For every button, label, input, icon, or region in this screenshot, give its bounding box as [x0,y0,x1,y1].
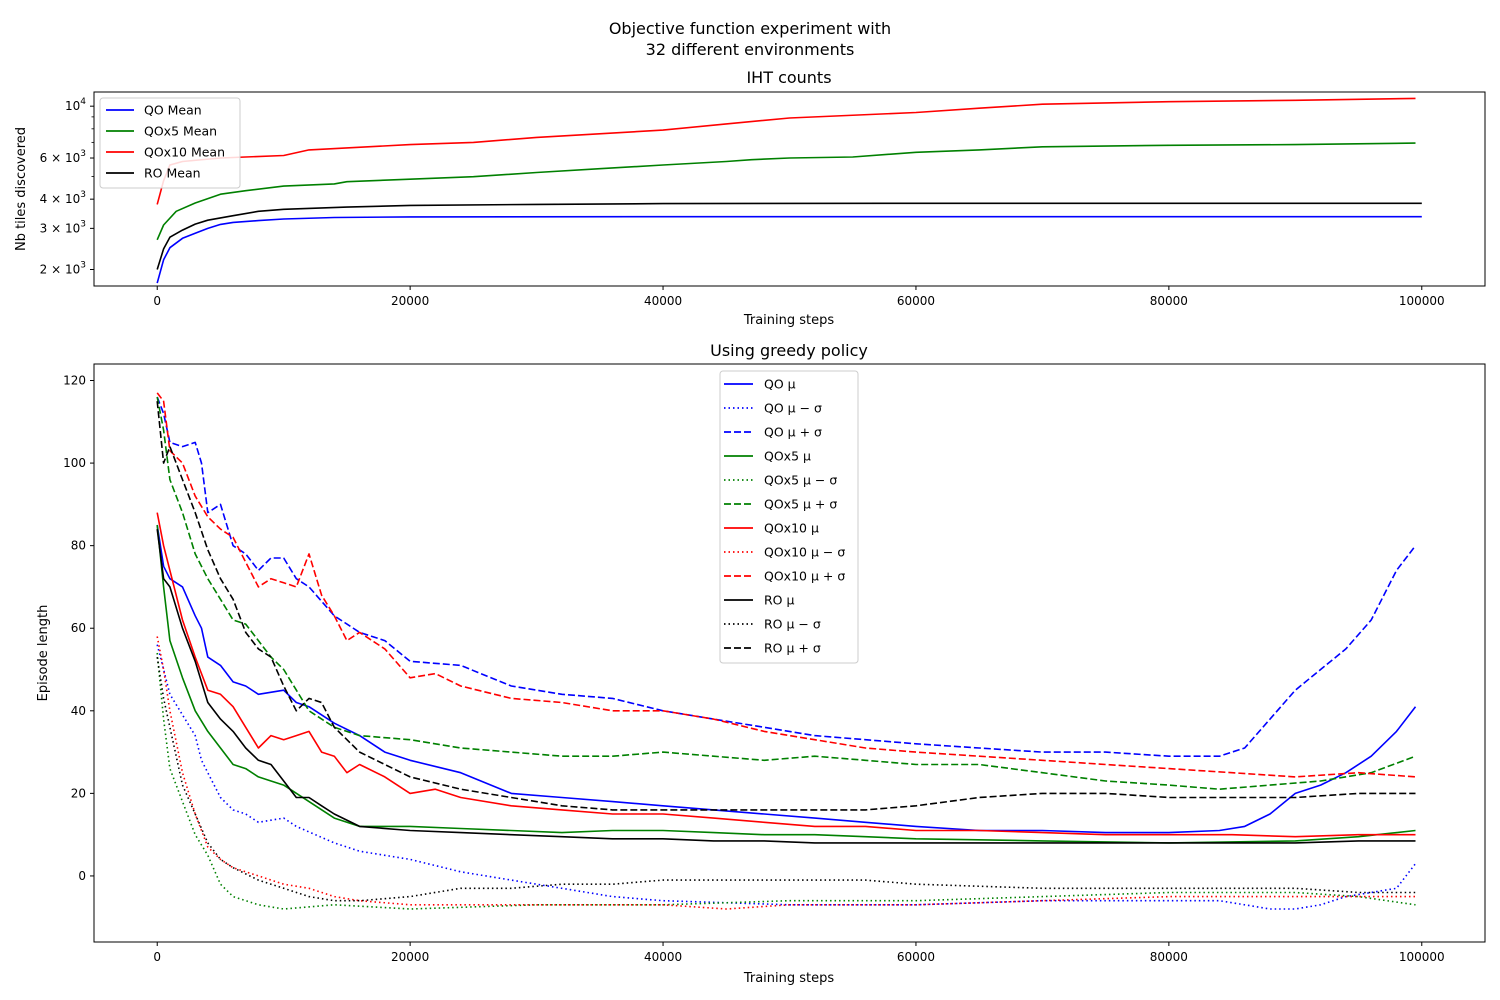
iht-counts-legend-label: QOx10 Mean [144,145,225,160]
greedy-policy-panel: Using greedy policy Training steps Episo… [36,341,1486,986]
iht-counts-xtick-label: 60000 [897,294,935,308]
greedy-policy-xlabel: Training steps [743,971,835,986]
greedy-policy-legend-box [719,370,859,664]
iht-counts-xtick-label: 20000 [391,294,429,308]
greedy-policy-title: Using greedy policy [710,341,868,360]
greedy-policy-xtick-label: 20000 [391,950,429,964]
iht-counts-title: IHT counts [746,68,831,87]
greedy-policy-legend-label: QO μ − σ [764,401,822,416]
greedy-policy-legend-label: QO μ + σ [764,425,822,440]
iht-counts-series-ro-mean [156,202,1422,270]
greedy-policy-series-ro-mu-sigma [156,656,1416,902]
iht-counts-ytick-label: 3 × 103 [40,219,86,235]
greedy-policy-series-qo-mu-sigma [156,644,1417,910]
greedy-policy-ytick-label: 0 [78,869,86,883]
greedy-policy-xtick-label: 40000 [644,950,682,964]
greedy-policy-legend-label: QOx5 μ − σ [764,473,837,488]
greedy-policy-ylabel: Episode length [36,605,51,702]
iht-counts-panel: IHT counts Training steps Nb tiles disco… [14,68,1486,328]
greedy-policy-legend-label: QOx10 μ [764,521,819,536]
greedy-policy-series-qox10-mu-sigma [156,636,1416,910]
iht-counts-xtick-label: 40000 [644,294,682,308]
greedy-policy-legend-label: QO μ [764,377,796,392]
iht-counts-ytick-label: 104 [65,97,86,113]
greedy-policy-xtick-label: 80000 [1150,950,1188,964]
iht-counts-ytick-label: 6 × 103 [40,149,86,165]
greedy-policy-series-ro-mu-sigma [156,401,1416,811]
iht-counts-xtick-label: 0 [153,294,161,308]
iht-counts-xtick-label: 100000 [1399,294,1445,308]
greedy-policy-series-qox10-mu-sigma [156,392,1416,778]
iht-counts-series-qox10-mean [156,97,1416,205]
greedy-policy-ytick-label: 80 [71,539,86,553]
greedy-policy-ytick-label: 120 [63,374,86,388]
suptitle-line-2: 32 different environments [646,40,855,59]
iht-counts-legend-label: RO Mean [144,166,201,181]
greedy-policy-series-qox5-mu-sigma [156,652,1416,910]
greedy-policy-series-qo-mu [156,524,1417,834]
greedy-policy-xtick-label: 100000 [1399,950,1445,964]
greedy-policy-ytick-label: 20 [71,786,86,800]
greedy-policy-legend-label: RO μ + σ [764,641,821,656]
greedy-policy-axes: 0 20000 40000 60000 80000 100000 0 20 40 60 80 100 1… [63,374,1445,964]
iht-counts-series-qo-mean [156,215,1422,284]
iht-counts-xlabel: Training steps [743,313,835,328]
greedy-policy-legend-label: RO μ − σ [764,617,821,632]
greedy-policy-ytick-label: 40 [71,704,86,718]
greedy-policy-ytick-label: 100 [63,456,86,470]
iht-counts-ylabel: Nb tiles discovered [14,127,29,251]
iht-counts-frame [93,91,1486,287]
greedy-policy-legend-label: QOx10 μ + σ [764,569,845,584]
greedy-policy-series-ro-mu [156,528,1416,844]
greedy-policy-xtick-label: 60000 [897,950,935,964]
iht-counts-lines [156,97,1422,284]
greedy-policy-xtick-label: 0 [153,950,161,964]
greedy-policy-legend-label: QOx5 μ + σ [764,497,837,512]
iht-counts-legend-box [99,97,241,189]
iht-counts-xtick-label: 80000 [1150,294,1188,308]
greedy-policy-series-qox5-mu [156,524,1416,844]
greedy-policy-legend-label: QOx5 μ [764,449,811,464]
greedy-policy-legend: QO μ QO μ − σ QO μ + σ QOx5 μ QOx5 μ − σ QOx5… [719,370,859,664]
iht-counts-legend-label: QO Mean [144,103,202,118]
iht-counts-ytick-label: 4 × 103 [40,190,86,206]
greedy-policy-legend-label: QOx10 μ − σ [764,545,845,560]
greedy-policy-legend-label: RO μ [764,593,794,608]
iht-counts-legend-label: QOx5 Mean [144,124,217,139]
greedy-policy-ytick-label: 60 [71,621,86,635]
iht-counts-ytick-label: 2 × 103 [40,261,86,277]
greedy-policy-lines [156,392,1417,910]
iht-counts-legend: QO Mean QOx5 Mean QOx10 Mean RO Mean [99,97,241,189]
iht-counts-axes: 0 20000 40000 60000 80000 100000 2 × 103 3 × 10… [40,97,1445,308]
greedy-policy-series-qox10-mu [156,512,1416,838]
greedy-policy-series-qox5-mu-sigma [156,396,1416,790]
suptitle-line-1: Objective function experiment with [609,19,891,38]
greedy-policy-frame [93,363,1486,943]
iht-counts-series-qox5-mean [156,142,1416,241]
